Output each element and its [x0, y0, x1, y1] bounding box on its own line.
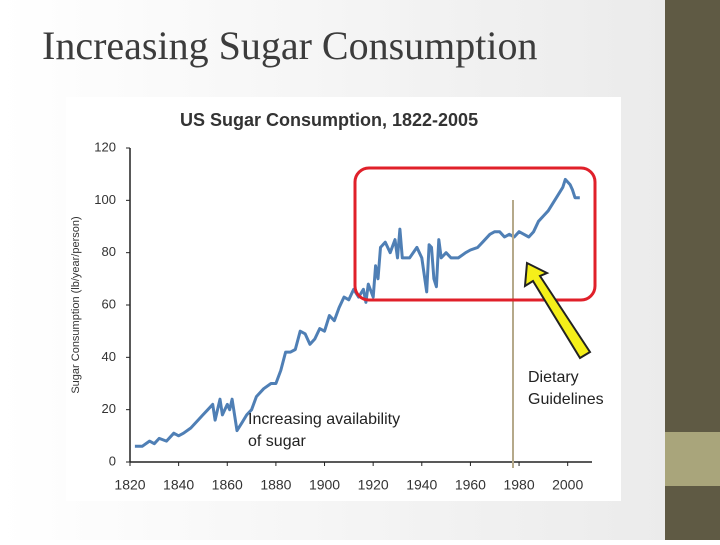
- annotation-text: Dietary: [528, 369, 579, 386]
- slide-title: Increasing Sugar Consumption: [42, 23, 538, 68]
- annotation-text-cont: Guidelines: [528, 391, 604, 408]
- x-tick-label: 1960: [455, 477, 486, 493]
- y-tick-label: 40: [102, 349, 116, 364]
- chart-title: US Sugar Consumption, 1822-2005: [180, 110, 478, 130]
- x-tick-label: 2000: [552, 477, 583, 493]
- x-tick-label: 1980: [503, 477, 534, 493]
- y-tick-label: 20: [102, 401, 116, 416]
- highlight-box: [353, 166, 597, 302]
- y-tick-label: 60: [102, 296, 116, 311]
- x-tick-label: 1860: [212, 477, 243, 493]
- y-tick-label: 100: [94, 192, 116, 207]
- x-tick-label: 1880: [260, 477, 291, 493]
- x-tick-label: 1820: [114, 477, 145, 493]
- x-tick-label: 1940: [406, 477, 437, 493]
- annotation-text: Increasing availability: [248, 411, 400, 428]
- x-tick-label: 1840: [163, 477, 194, 493]
- annotation: Dietary Guidelines: [528, 369, 604, 408]
- x-tick-label: 1920: [358, 477, 389, 493]
- y-axis-label: Sugar Consumption (lb/year/person): [70, 216, 82, 393]
- side-accent: [665, 432, 720, 486]
- y-tick-label: 80: [102, 244, 116, 259]
- annotation: Increasing availability of sugar: [248, 411, 400, 450]
- y-tick-label: 120: [94, 139, 116, 154]
- data-line: [134, 177, 580, 448]
- plot: 0 20 40 60 80 100 120 1820 1840 1860 1880 1900 1920 1…: [94, 139, 592, 493]
- x-tick-label: 1900: [309, 477, 340, 493]
- arrow: [523, 261, 592, 360]
- y-tick-label: 0: [109, 453, 116, 468]
- annotation-text-cont: of sugar: [248, 433, 306, 450]
